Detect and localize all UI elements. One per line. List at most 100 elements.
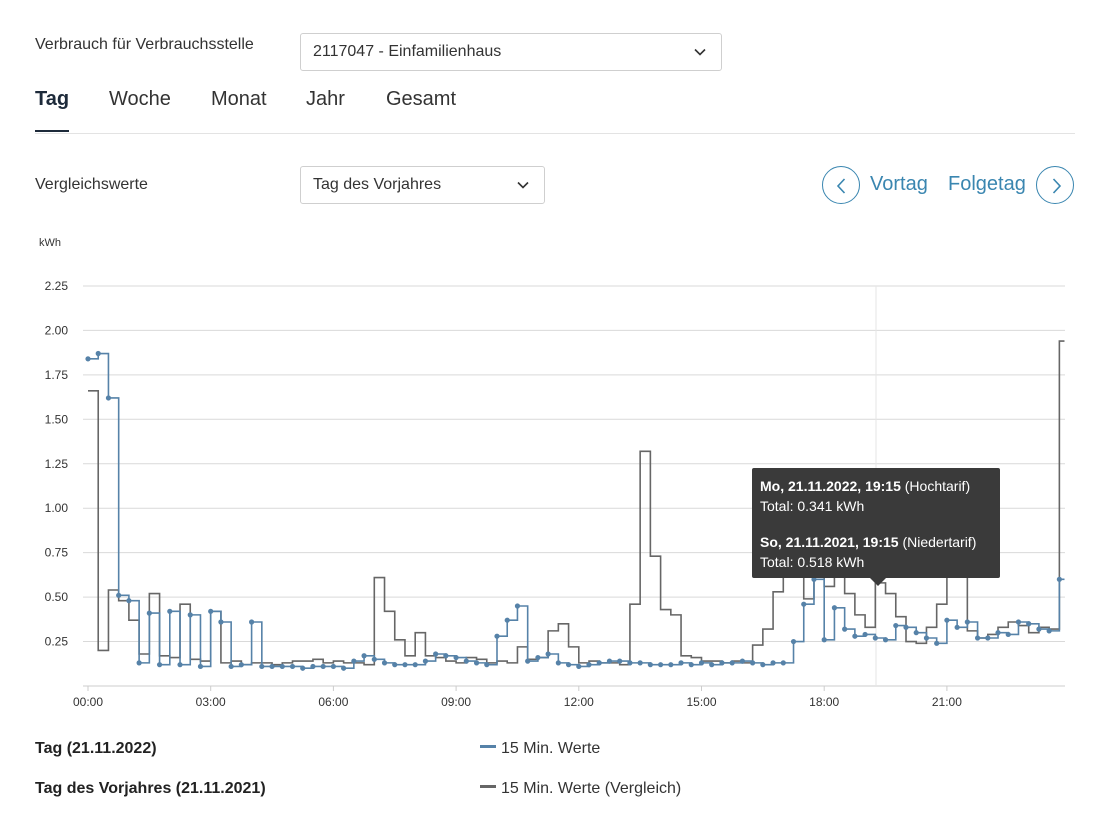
data-point[interactable]	[494, 633, 500, 639]
data-point[interactable]	[433, 651, 439, 657]
legend-item-compare[interactable]: 15 Min. Werte (Vergleich)	[480, 780, 681, 798]
data-point[interactable]	[882, 637, 889, 643]
data-point[interactable]	[187, 612, 193, 618]
data-point[interactable]	[780, 660, 786, 666]
data-point[interactable]	[1026, 621, 1032, 627]
data-point[interactable]	[934, 640, 940, 646]
data-point[interactable]	[443, 653, 449, 659]
previous-day-button[interactable]	[822, 166, 860, 204]
data-point[interactable]	[852, 633, 858, 639]
data-point[interactable]	[923, 635, 930, 641]
data-point[interactable]	[300, 665, 306, 671]
data-point[interactable]	[126, 598, 132, 604]
site-select[interactable]: 2117047 - Einfamilienhaus	[300, 33, 722, 71]
data-point[interactable]	[842, 626, 848, 632]
data-point[interactable]	[565, 662, 572, 668]
data-point[interactable]	[105, 395, 112, 401]
data-point[interactable]	[811, 576, 817, 582]
data-point[interactable]	[351, 658, 357, 664]
data-point[interactable]	[872, 635, 878, 641]
data-point[interactable]	[330, 663, 336, 670]
compare-select[interactable]: Tag des Vorjahres	[300, 166, 545, 204]
data-point[interactable]	[862, 631, 868, 638]
data-point[interactable]	[238, 662, 244, 668]
data-point[interactable]	[535, 654, 541, 661]
tab-jahr[interactable]: Jahr	[306, 88, 345, 110]
data-point[interactable]	[627, 660, 633, 666]
data-point[interactable]	[269, 663, 275, 670]
data-point[interactable]	[995, 630, 1001, 636]
consumption-chart[interactable]: kWh 0.25 0.50 0.75 1.00 1.25 1.50 1.75 2.00 2.25…	[0, 0, 1107, 720]
data-point[interactable]	[1005, 631, 1011, 638]
tab-monat[interactable]: Monat	[211, 88, 267, 110]
data-point[interactable]	[586, 662, 592, 668]
data-point[interactable]	[903, 624, 909, 630]
data-point[interactable]	[739, 658, 746, 664]
data-point[interactable]	[381, 660, 388, 666]
data-point[interactable]	[1056, 576, 1062, 582]
data-point[interactable]	[412, 662, 418, 668]
data-point[interactable]	[514, 603, 521, 609]
data-point[interactable]	[831, 605, 838, 611]
data-point[interactable]	[156, 662, 163, 668]
data-point[interactable]	[320, 663, 326, 670]
data-point[interactable]	[208, 608, 214, 614]
data-point[interactable]	[770, 660, 776, 666]
data-point[interactable]	[596, 660, 602, 666]
data-point[interactable]	[750, 660, 756, 666]
data-point[interactable]	[116, 592, 122, 598]
data-point[interactable]	[637, 660, 643, 666]
data-point[interactable]	[985, 635, 991, 641]
data-point[interactable]	[606, 658, 613, 664]
data-point[interactable]	[790, 638, 797, 645]
data-point[interactable]	[249, 619, 255, 625]
data-point[interactable]	[279, 663, 285, 670]
data-point[interactable]	[954, 624, 960, 630]
data-point[interactable]	[341, 665, 347, 671]
data-point[interactable]	[402, 662, 408, 668]
data-point[interactable]	[913, 630, 919, 636]
data-point[interactable]	[576, 663, 582, 670]
data-point[interactable]	[1036, 626, 1042, 632]
data-point[interactable]	[698, 660, 705, 666]
data-point[interactable]	[197, 663, 204, 670]
data-point[interactable]	[617, 658, 623, 664]
data-point[interactable]	[504, 617, 510, 623]
data-point[interactable]	[545, 651, 551, 657]
data-point[interactable]	[371, 656, 377, 662]
data-point[interactable]	[463, 658, 469, 664]
legend-item-current[interactable]: 15 Min. Werte	[480, 740, 600, 758]
data-point[interactable]	[525, 658, 531, 664]
data-point[interactable]	[361, 653, 367, 659]
tab-woche[interactable]: Woche	[109, 88, 171, 110]
data-point[interactable]	[709, 662, 715, 668]
data-point[interactable]	[422, 658, 429, 664]
data-point[interactable]	[473, 660, 480, 666]
data-point[interactable]	[259, 663, 265, 670]
data-point[interactable]	[893, 622, 899, 629]
next-day-link[interactable]: Folgetag	[948, 173, 1026, 195]
data-point[interactable]	[760, 662, 766, 668]
data-point[interactable]	[484, 662, 490, 668]
data-point[interactable]	[944, 617, 950, 623]
data-point[interactable]	[310, 663, 316, 670]
data-point[interactable]	[85, 356, 91, 362]
data-point[interactable]	[668, 662, 674, 668]
next-day-button[interactable]	[1036, 166, 1074, 204]
data-point[interactable]	[1046, 628, 1052, 634]
data-point[interactable]	[555, 660, 561, 666]
data-point[interactable]	[1015, 619, 1022, 625]
data-point[interactable]	[289, 663, 296, 670]
data-point[interactable]	[177, 662, 183, 668]
data-point[interactable]	[167, 608, 173, 614]
previous-day-link[interactable]: Vortag	[870, 173, 928, 195]
data-point[interactable]	[801, 601, 807, 607]
tab-tag[interactable]: Tag	[35, 88, 70, 110]
data-point[interactable]	[146, 610, 152, 616]
tab-gesamt[interactable]: Gesamt	[386, 88, 457, 110]
data-point[interactable]	[228, 663, 234, 670]
data-point[interactable]	[392, 662, 398, 668]
data-point[interactable]	[218, 619, 224, 625]
data-point[interactable]	[719, 660, 725, 666]
data-point[interactable]	[95, 350, 101, 357]
